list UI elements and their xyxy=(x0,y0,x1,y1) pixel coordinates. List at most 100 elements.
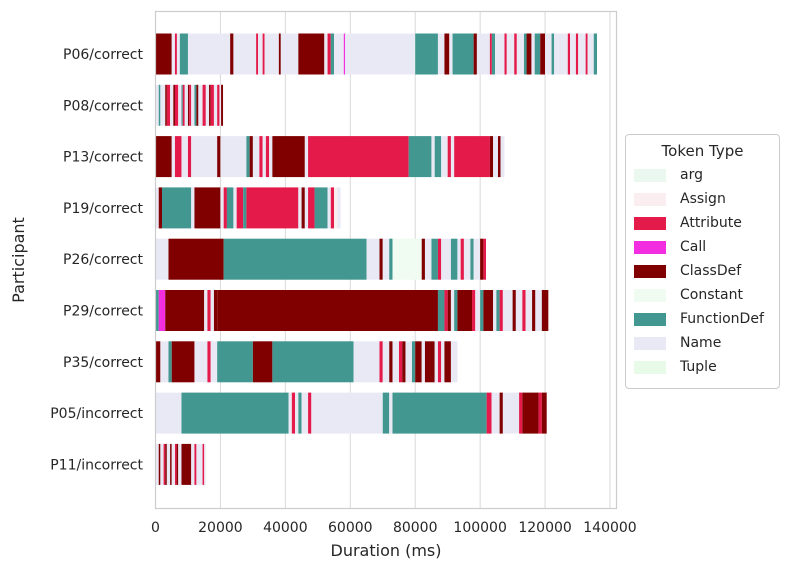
segment-attribute xyxy=(308,392,312,434)
segment-classdef xyxy=(187,84,190,126)
segment-name xyxy=(304,136,309,178)
legend-item: arg xyxy=(634,165,703,185)
segment-attribute xyxy=(483,238,486,280)
segment-name xyxy=(334,33,344,75)
segment-functiondef xyxy=(158,84,161,126)
segment-name xyxy=(191,136,218,178)
segment-name xyxy=(258,33,263,75)
segment-name xyxy=(187,33,231,75)
segment-classdef xyxy=(415,341,422,383)
segment-name xyxy=(587,33,594,75)
segment-name xyxy=(262,136,266,178)
segment-classdef xyxy=(278,33,281,75)
segment-functiondef xyxy=(314,187,328,229)
legend-item: Assign xyxy=(634,189,726,209)
segment-name xyxy=(184,84,188,126)
segment-name xyxy=(160,443,164,485)
y-tick-label: P05/incorrect xyxy=(50,406,143,422)
legend-swatch xyxy=(634,240,666,254)
segment-name xyxy=(476,33,490,75)
x-tick-label: 40000 xyxy=(263,520,308,536)
segment-classdef xyxy=(541,290,549,331)
segment-functiondef xyxy=(491,33,496,75)
segment-name xyxy=(160,84,166,126)
segment-attribute xyxy=(202,443,205,485)
segment-name xyxy=(295,392,299,434)
segment-name xyxy=(219,84,222,126)
segment-attribute xyxy=(379,341,383,383)
segment-attribute xyxy=(259,136,263,178)
x-tick-label: 100000 xyxy=(453,520,506,536)
segment-name xyxy=(450,290,455,331)
legend-label: Tuple xyxy=(680,359,717,375)
segment-attribute xyxy=(291,392,296,434)
segment-functiondef xyxy=(534,33,541,75)
segment-name xyxy=(210,341,218,383)
segment-attribute xyxy=(504,33,507,75)
y-tick-label: P26/correct xyxy=(63,252,144,268)
x-tick-label: 20000 xyxy=(198,520,243,536)
segment-classdef xyxy=(209,84,211,126)
segment-name xyxy=(345,33,416,75)
participant-row-5 xyxy=(155,290,549,331)
segment-classdef xyxy=(483,290,494,331)
segment-functiondef xyxy=(593,33,598,75)
x-tick-label: 60000 xyxy=(328,520,373,536)
segment-classdef xyxy=(213,290,218,331)
segment-name xyxy=(298,187,302,229)
segment-classdef xyxy=(532,290,536,331)
legend-label: Call xyxy=(680,239,707,255)
segment-functiondef xyxy=(452,33,474,75)
segment-assign xyxy=(334,187,338,229)
segment-name xyxy=(424,238,432,280)
segment-name xyxy=(353,341,380,383)
segment-name xyxy=(506,33,515,75)
segment-functiondef xyxy=(161,187,192,229)
segment-functiondef xyxy=(415,33,438,75)
segment-functiondef xyxy=(382,392,390,434)
segment-name xyxy=(324,33,328,75)
segment-name xyxy=(421,341,425,383)
segment-classdef xyxy=(526,33,532,75)
participant-row-1 xyxy=(155,84,224,126)
segment-functiondef xyxy=(523,33,527,75)
segment-attribute xyxy=(210,84,214,126)
segment-name xyxy=(171,33,175,75)
segment-name xyxy=(191,187,195,229)
segment-name xyxy=(531,33,535,75)
legend-item: ClassDef xyxy=(634,261,741,281)
segment-name xyxy=(441,136,448,178)
legend-label: Attribute xyxy=(680,215,742,231)
segment-attribute xyxy=(174,84,179,126)
segment-classdef xyxy=(512,290,516,331)
segment-attribute xyxy=(174,33,177,75)
y-tick-label: P08/correct xyxy=(63,98,144,114)
legend-item: Constant xyxy=(634,285,743,305)
y-axis-label: Participant xyxy=(9,217,28,303)
segment-name xyxy=(449,33,453,75)
segment-classdef xyxy=(480,238,484,280)
segment-attribute xyxy=(236,187,244,229)
x-tick-label: 120000 xyxy=(518,520,571,536)
legend-label: Assign xyxy=(680,191,726,207)
y-tick-labels: P06/correct P08/correct P13/correct P19/cor… xyxy=(50,47,143,473)
segment-name xyxy=(311,392,383,434)
segment-constant xyxy=(392,238,422,280)
segment-name xyxy=(389,392,393,434)
segment-classdef xyxy=(444,341,451,383)
segment-attribute xyxy=(447,136,451,178)
segment-name xyxy=(515,290,523,331)
segment-functiondef xyxy=(434,136,442,178)
segment-name xyxy=(545,33,552,75)
segment-name xyxy=(516,33,524,75)
segment-attribute xyxy=(444,290,448,331)
segment-name xyxy=(441,238,451,280)
segment-attribute xyxy=(223,187,227,229)
segment-attribute xyxy=(437,341,442,383)
bars xyxy=(155,33,598,485)
segment-name xyxy=(205,84,210,126)
segment-name xyxy=(450,341,458,383)
segment-name xyxy=(155,443,159,485)
segment-name xyxy=(181,136,188,178)
